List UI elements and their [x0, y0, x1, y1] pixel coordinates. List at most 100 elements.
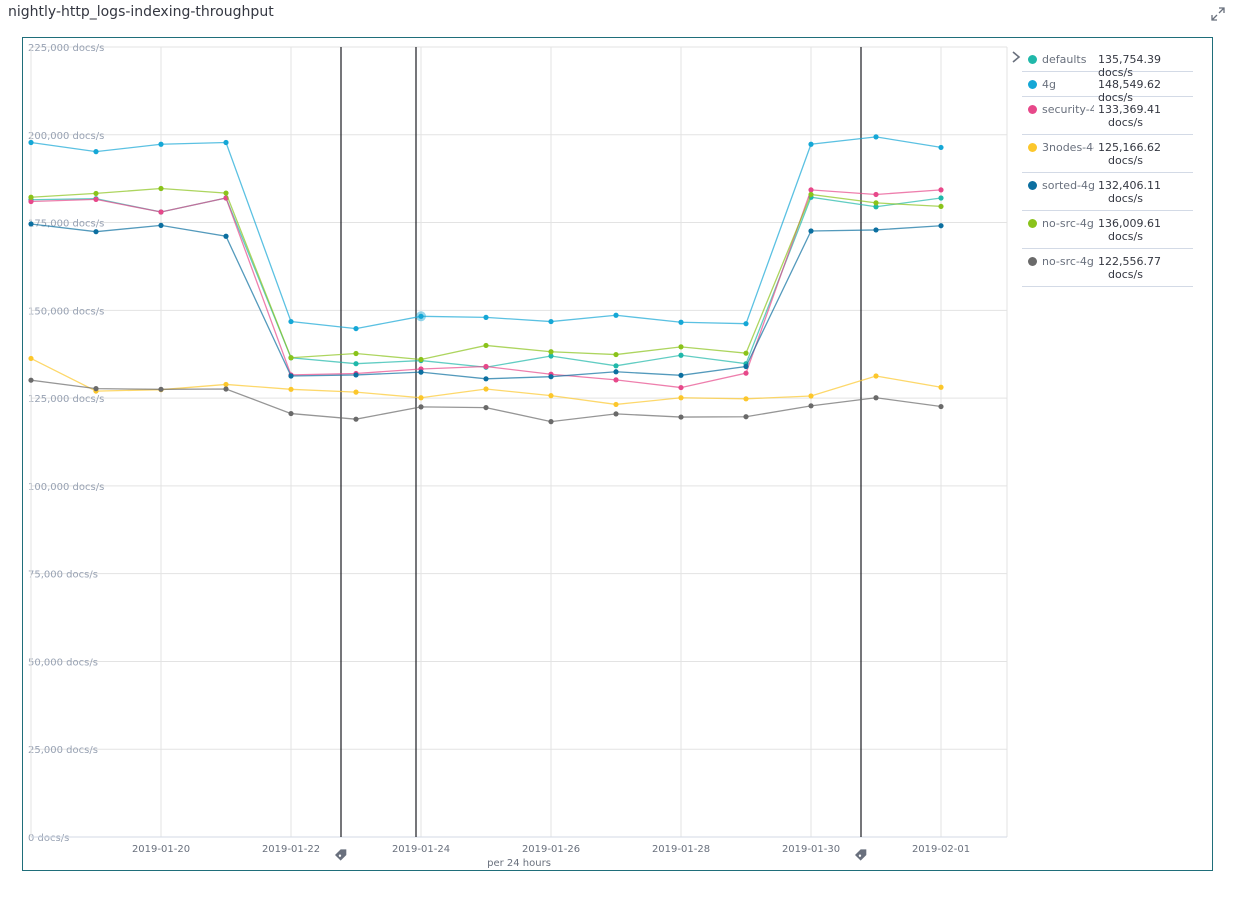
data-point	[418, 313, 424, 319]
legend-series-value: 132,406.11	[1098, 179, 1161, 192]
data-point	[613, 401, 619, 408]
chart-panel	[22, 37, 1213, 871]
x-tick-label: 2019-02-01	[912, 844, 970, 855]
data-point	[158, 141, 164, 147]
data-point	[288, 355, 294, 361]
data-point	[158, 185, 164, 192]
data-point	[93, 149, 99, 155]
data-point	[158, 209, 164, 215]
data-point	[613, 377, 619, 383]
data-point	[28, 377, 34, 383]
legend-series-name: sorted-4g	[1042, 179, 1094, 192]
legend-series-unit: docs/s	[1108, 230, 1143, 243]
series-line-security-4	[30, 189, 942, 389]
data-point	[808, 403, 814, 409]
data-point	[808, 187, 814, 193]
y-tick-label: 200,000 docs/s	[28, 131, 104, 142]
data-point	[28, 194, 34, 200]
data-point	[288, 386, 294, 392]
y-tick-label: 50,000 docs/s	[28, 657, 98, 668]
legend-series-name: 3nodes-4g	[1042, 141, 1094, 154]
data-point	[873, 395, 879, 401]
legend-series-value: 135,754.39 docs/s	[1098, 53, 1161, 79]
data-point	[548, 353, 554, 359]
legend-series-name: defaults	[1042, 53, 1087, 66]
data-point	[873, 200, 879, 206]
data-point	[938, 384, 944, 390]
legend-color-swatch	[1028, 80, 1037, 89]
legend-series-name: security-4	[1042, 103, 1094, 116]
data-point	[353, 416, 359, 422]
x-tick-label: 2019-01-30	[782, 844, 840, 855]
y-tick-label: 175,000 docs/s	[28, 219, 104, 230]
data-point	[93, 386, 99, 392]
y-tick-label: 75,000 docs/s	[28, 570, 98, 581]
data-point	[28, 355, 34, 362]
data-point	[808, 228, 814, 234]
data-point	[678, 395, 684, 401]
x-tick-label: 2019-01-28	[652, 844, 710, 855]
legend-series-value: 125,166.62	[1098, 141, 1161, 154]
data-point	[158, 222, 164, 228]
data-point	[678, 344, 684, 350]
data-point	[743, 321, 749, 327]
legend-color-swatch	[1028, 257, 1037, 266]
legend-series-value: 148,549.62 docs/s	[1098, 78, 1161, 104]
legend-item[interactable]: sorted-4g 132,406.11 docs/s	[1022, 173, 1193, 211]
series-line-4g	[30, 136, 942, 330]
legend-series-unit: docs/s	[1108, 268, 1143, 281]
legend-series-value: 122,556.77	[1098, 255, 1161, 268]
data-point	[743, 350, 749, 356]
data-point	[678, 372, 684, 378]
x-tick-label: 2019-01-20	[132, 844, 190, 855]
data-point	[418, 369, 424, 375]
data-point	[418, 404, 424, 410]
data-point	[808, 393, 814, 399]
data-point	[743, 363, 749, 370]
data-point	[353, 389, 359, 395]
x-tick-label: 2019-01-22	[262, 844, 320, 855]
data-point	[28, 221, 34, 227]
data-point	[938, 195, 944, 201]
y-tick-label: 225,000 docs/s	[28, 43, 104, 54]
data-point	[938, 144, 944, 151]
x-axis-label: per 24 hours	[487, 858, 551, 869]
data-point	[743, 370, 749, 376]
legend-series-name: no-src-4g-g	[1042, 255, 1094, 268]
chevron-right-icon[interactable]	[1010, 50, 1022, 64]
data-point	[223, 233, 229, 239]
data-point	[353, 372, 359, 378]
data-point	[548, 374, 554, 380]
data-point	[353, 325, 359, 332]
legend-color-swatch	[1028, 181, 1037, 190]
legend-item[interactable]: 4g 148,549.62 docs/s	[1022, 72, 1193, 104]
legend-series-unit: docs/s	[1108, 116, 1143, 129]
data-point	[483, 376, 489, 382]
data-point	[873, 204, 879, 210]
data-point	[548, 393, 554, 399]
data-point	[548, 419, 554, 425]
data-point	[938, 187, 944, 193]
y-tick-label: 25,000 docs/s	[28, 745, 98, 756]
data-point	[548, 318, 554, 325]
y-tick-label: 0 docs/s	[28, 833, 69, 844]
data-point	[223, 386, 229, 392]
legend-series-unit: docs/s	[1108, 192, 1143, 205]
data-point	[288, 410, 294, 417]
data-point	[938, 223, 944, 229]
series-line-sorted-4g	[30, 223, 942, 380]
legend-item[interactable]: security-4 133,369.41 docs/s	[1022, 97, 1193, 135]
data-point	[678, 384, 684, 391]
legend-item[interactable]: defaults 135,754.39 docs/s	[1022, 47, 1193, 79]
data-point	[743, 414, 749, 420]
legend-series-value: 133,369.41	[1098, 103, 1161, 116]
data-point	[938, 403, 944, 410]
expand-icon[interactable]	[1211, 7, 1225, 21]
x-tick-label: 2019-01-26	[522, 844, 580, 855]
legend-color-swatch	[1028, 143, 1037, 152]
legend-item[interactable]: no-src-4g 136,009.61 docs/s	[1022, 211, 1193, 249]
y-tick-label: 125,000 docs/s	[28, 394, 104, 405]
